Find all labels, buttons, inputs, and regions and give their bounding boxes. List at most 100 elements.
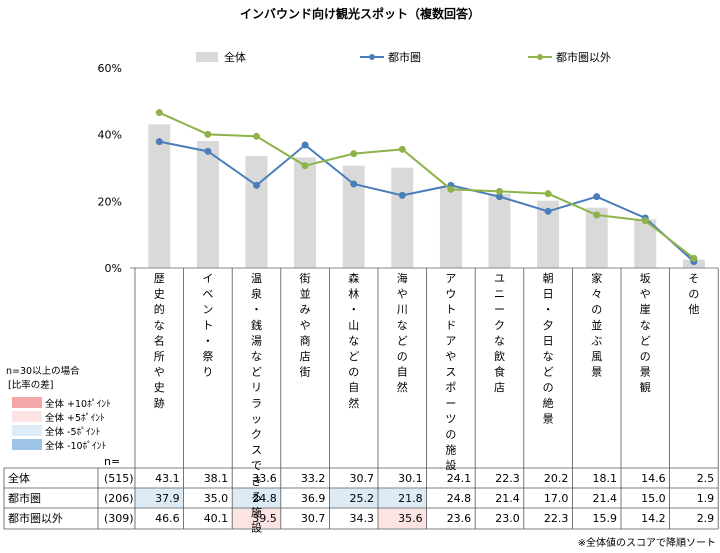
category-label-char: 山 (348, 319, 359, 332)
bar (488, 193, 511, 268)
series-point (544, 207, 552, 215)
table-cell-value: 18.1 (593, 472, 618, 485)
series-point (496, 187, 503, 195)
category-label-char: 並 (300, 287, 311, 301)
category-label-char: ッ (251, 412, 262, 425)
category-label-char: ど (251, 366, 262, 379)
category-label-char: 設 (445, 458, 456, 472)
bar (439, 187, 462, 268)
table-cell-value: 17.0 (544, 492, 569, 505)
category-label-char: 街 (300, 271, 311, 285)
bar (585, 207, 608, 268)
key-label: 全体 +5ﾎﾟｲﾝﾄ (45, 412, 105, 424)
table-cell-value: 15.0 (641, 492, 666, 505)
category-label-char: 店 (494, 380, 505, 394)
category-label-char: 林 (348, 287, 359, 301)
table-cell-value: 21.8 (398, 492, 423, 505)
table-cell-value: 2.5 (697, 472, 715, 485)
table-cell-highlight (329, 488, 378, 508)
table-cell-value: 33.2 (301, 472, 326, 485)
category-label-char: 店 (300, 349, 311, 363)
category-label-char: の (348, 366, 359, 379)
table-cell-value: 14.2 (641, 512, 666, 525)
table-cell-highlight (232, 508, 281, 529)
key-swatch (12, 397, 42, 408)
table-n-header: n= (104, 455, 120, 468)
category-label-char: ー (445, 397, 456, 410)
category-label-char: 観 (640, 380, 651, 394)
table-cell-value: 36.9 (301, 492, 326, 505)
category-label-char: 銭 (251, 319, 262, 332)
table-cell-value: 14.6 (641, 472, 666, 485)
category-label-char: り (202, 366, 213, 379)
series-point (253, 181, 260, 189)
category-label-char: な (543, 350, 554, 363)
category-label-char: 祭 (202, 350, 213, 363)
table-cell-value: 20.2 (544, 472, 569, 485)
category-label-char: 的 (154, 302, 165, 316)
legend-marker-1 (369, 54, 375, 60)
bar (391, 167, 414, 268)
category-label-char: 海 (397, 271, 408, 285)
bar (294, 157, 317, 268)
series-point (301, 141, 309, 149)
category-label-char: ・ (202, 334, 213, 347)
table-cell-value: 22.3 (544, 512, 569, 525)
bar (634, 219, 657, 268)
category-label-char: ベ (202, 288, 213, 301)
category-label-char: や (300, 319, 311, 332)
category-label-char: な (494, 334, 505, 347)
category-label-char: な (251, 350, 262, 363)
category-label-char: 施 (445, 444, 456, 457)
table-cell-value: 38.1 (204, 472, 229, 485)
table-cell-value: 24.1 (447, 472, 472, 485)
table-cell-value: 24.8 (447, 492, 472, 505)
category-label-char: 然 (397, 380, 408, 394)
category-label-char: ニ (494, 288, 505, 301)
category-label-char: の (543, 381, 554, 394)
category-label-char: 朝 (543, 272, 554, 285)
category-label-char: イ (202, 272, 213, 285)
category-label-char: 施 (251, 506, 262, 519)
y-tick-label: 40% (98, 129, 122, 142)
category-label-char: 設 (251, 521, 262, 535)
category-label-char: 景 (543, 412, 554, 425)
table-cell-value: 23.6 (447, 512, 472, 525)
table-cell-value: 35.6 (398, 512, 423, 525)
key-swatch (12, 439, 42, 450)
table-cell-value: 25.2 (350, 492, 375, 505)
series-point (496, 193, 503, 201)
category-label-char: ・ (251, 303, 262, 316)
series-point (690, 254, 698, 262)
category-label-char: 景 (640, 366, 651, 379)
series-point (641, 217, 649, 225)
category-label-char: 温 (251, 272, 262, 285)
table-cell-value: 43.1 (155, 472, 180, 485)
category-label-char: 歴 (154, 272, 165, 285)
key-swatch (12, 411, 42, 422)
category-label-char: 名 (154, 333, 165, 347)
chart-title: インバウンド向け観光スポット（複数回答） (240, 6, 480, 21)
series-line-2 (158, 111, 695, 260)
category-label-char: ク (251, 428, 262, 441)
table-cell-value: 21.4 (495, 492, 520, 505)
table-cell-value: 30.7 (301, 512, 326, 525)
legend-label-2: 都市圏以外 (556, 50, 611, 64)
category-label-char: 食 (494, 365, 505, 379)
category-label-char: 自 (348, 381, 359, 394)
table-cell-value: 35.0 (204, 492, 229, 505)
key-label: 全体 -5ﾎﾟｲﾝﾄ (45, 426, 100, 438)
series-point (544, 190, 552, 198)
category-label-char: 森 (348, 271, 359, 285)
series-point (350, 180, 358, 188)
table-cell-value: 34.3 (350, 512, 375, 525)
category-label-char: で (251, 459, 262, 472)
category-label-char: 泉 (251, 287, 262, 301)
category-label-char: 々 (591, 288, 602, 301)
series-point (155, 138, 163, 146)
category-label-char: ど (640, 334, 651, 347)
category-label-char: ラ (251, 397, 262, 410)
category-label-char: や (397, 288, 408, 301)
bar (537, 200, 560, 268)
category-label-char: の (591, 303, 602, 316)
